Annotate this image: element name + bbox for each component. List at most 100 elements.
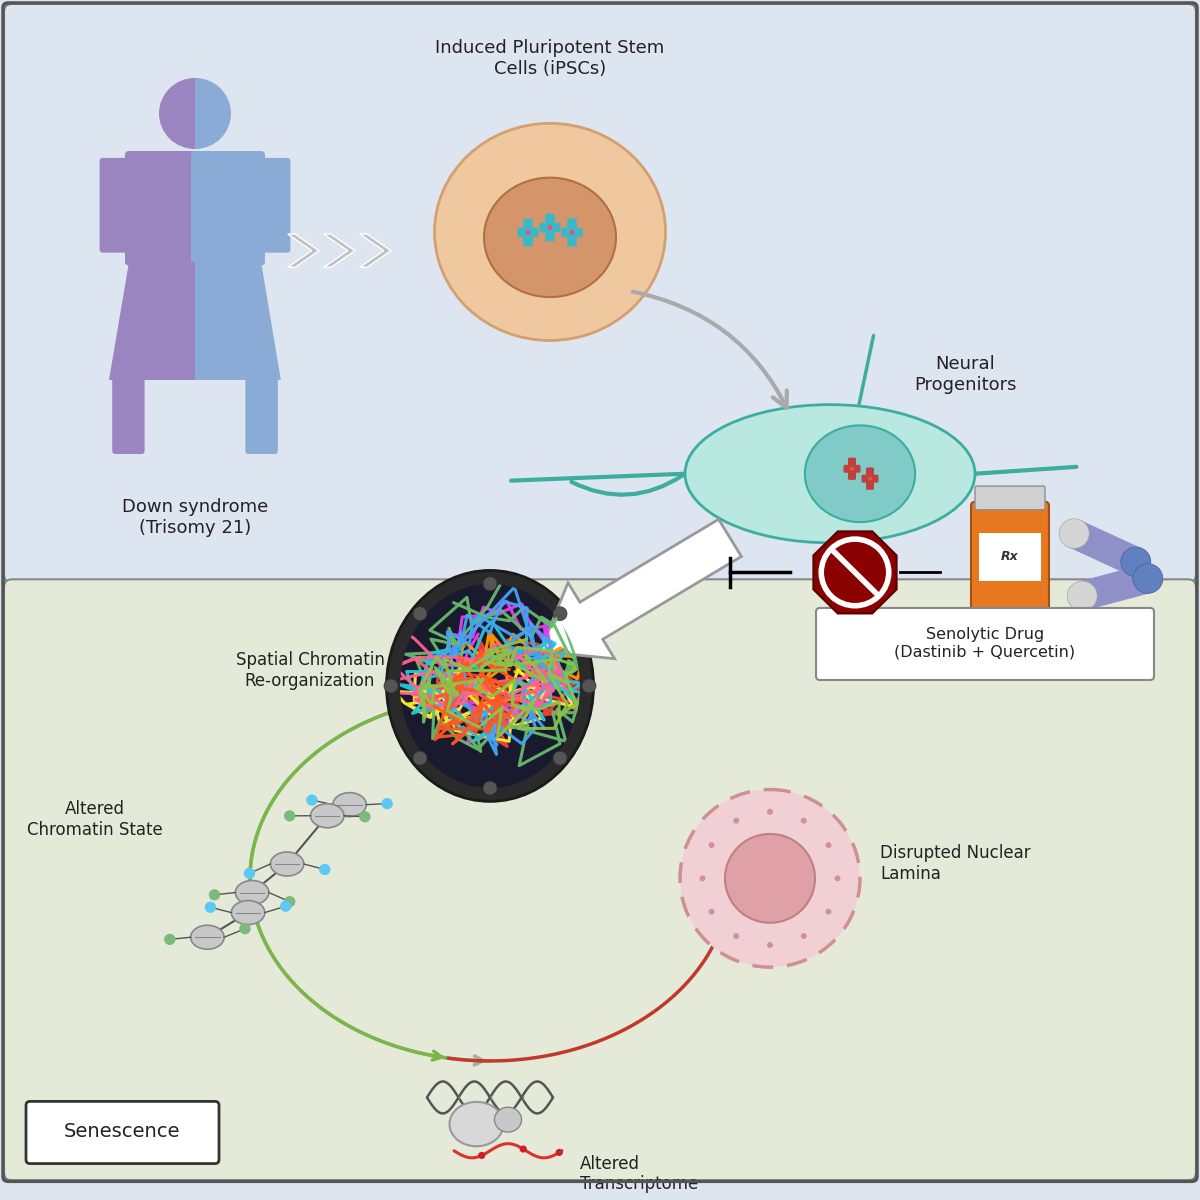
Circle shape [1121, 547, 1151, 577]
Circle shape [284, 896, 295, 907]
Wedge shape [194, 78, 230, 149]
FancyBboxPatch shape [100, 158, 130, 253]
Text: Altered
Transcriptome: Altered Transcriptome [580, 1154, 698, 1194]
FancyBboxPatch shape [26, 1102, 220, 1164]
Circle shape [384, 679, 398, 692]
Ellipse shape [484, 178, 616, 298]
Circle shape [708, 908, 714, 914]
Ellipse shape [270, 852, 304, 876]
FancyBboxPatch shape [246, 377, 278, 454]
FancyBboxPatch shape [562, 228, 582, 238]
Circle shape [767, 942, 773, 948]
Ellipse shape [434, 124, 666, 341]
FancyBboxPatch shape [4, 580, 1196, 1181]
Circle shape [733, 934, 739, 940]
Circle shape [767, 809, 773, 815]
FancyBboxPatch shape [540, 223, 560, 232]
Ellipse shape [868, 476, 872, 480]
Circle shape [520, 1146, 527, 1152]
Circle shape [800, 817, 806, 823]
Ellipse shape [400, 583, 580, 788]
Circle shape [708, 842, 714, 848]
Polygon shape [324, 234, 355, 268]
Circle shape [826, 842, 832, 848]
Polygon shape [814, 532, 896, 613]
Circle shape [359, 811, 371, 822]
Text: Disrupted Nuclear
Lamina: Disrupted Nuclear Lamina [880, 844, 1031, 883]
Ellipse shape [685, 404, 974, 542]
Polygon shape [540, 520, 742, 659]
FancyBboxPatch shape [862, 475, 878, 482]
Ellipse shape [232, 900, 265, 924]
Ellipse shape [547, 224, 552, 230]
Circle shape [209, 889, 220, 900]
Circle shape [826, 908, 832, 914]
FancyBboxPatch shape [816, 608, 1154, 680]
Circle shape [239, 923, 251, 935]
Circle shape [553, 751, 568, 766]
Polygon shape [288, 234, 319, 268]
FancyBboxPatch shape [260, 158, 290, 253]
FancyBboxPatch shape [125, 151, 199, 265]
Text: Spatial Chromatin
Re-organization: Spatial Chromatin Re-organization [235, 652, 384, 690]
Polygon shape [194, 262, 281, 380]
Text: Neural
Progenitors: Neural Progenitors [913, 355, 1016, 394]
Circle shape [205, 901, 216, 913]
FancyBboxPatch shape [4, 4, 1196, 582]
FancyBboxPatch shape [971, 502, 1049, 623]
Polygon shape [109, 262, 194, 380]
Circle shape [164, 934, 175, 944]
Circle shape [244, 868, 256, 878]
Circle shape [725, 834, 815, 923]
FancyBboxPatch shape [568, 218, 577, 246]
Circle shape [556, 1148, 563, 1156]
Circle shape [482, 781, 497, 794]
Circle shape [834, 875, 840, 881]
Wedge shape [158, 78, 194, 149]
FancyBboxPatch shape [866, 468, 874, 490]
Text: Induced Pluripotent Stem
Cells (iPSCs): Induced Pluripotent Stem Cells (iPSCs) [436, 40, 665, 78]
FancyBboxPatch shape [523, 218, 533, 246]
Circle shape [482, 577, 497, 590]
Ellipse shape [235, 881, 269, 905]
Polygon shape [360, 234, 391, 268]
Ellipse shape [850, 467, 854, 470]
Circle shape [280, 900, 292, 912]
FancyBboxPatch shape [545, 214, 554, 241]
FancyBboxPatch shape [191, 151, 265, 265]
Text: Altered
Chromatin State: Altered Chromatin State [28, 799, 163, 839]
Ellipse shape [450, 1102, 504, 1146]
Ellipse shape [332, 793, 366, 817]
Circle shape [382, 798, 392, 809]
FancyBboxPatch shape [113, 377, 145, 454]
Ellipse shape [386, 570, 594, 802]
Circle shape [800, 934, 806, 940]
Circle shape [478, 1152, 485, 1159]
Circle shape [700, 875, 706, 881]
Circle shape [284, 810, 295, 822]
Ellipse shape [570, 230, 575, 235]
FancyBboxPatch shape [974, 486, 1045, 510]
Ellipse shape [311, 804, 344, 828]
Circle shape [1067, 581, 1097, 611]
Circle shape [582, 679, 596, 692]
FancyBboxPatch shape [844, 464, 860, 473]
Circle shape [413, 607, 427, 620]
FancyBboxPatch shape [848, 457, 856, 480]
Polygon shape [1068, 520, 1142, 575]
Circle shape [319, 864, 330, 875]
Circle shape [413, 751, 427, 766]
Text: Senolytic Drug
(Dastinib + Quercetin): Senolytic Drug (Dastinib + Quercetin) [894, 628, 1075, 660]
FancyBboxPatch shape [517, 228, 539, 238]
Text: Down syndrome
(Trisomy 21): Down syndrome (Trisomy 21) [122, 498, 268, 538]
Text: Rx: Rx [1001, 551, 1019, 563]
Ellipse shape [805, 425, 916, 522]
FancyBboxPatch shape [979, 533, 1042, 581]
Circle shape [306, 794, 318, 805]
Ellipse shape [191, 925, 224, 949]
Text: Senescence: Senescence [64, 1122, 180, 1141]
Circle shape [553, 607, 568, 620]
Ellipse shape [526, 230, 530, 235]
Circle shape [680, 790, 860, 967]
Circle shape [1133, 564, 1163, 593]
